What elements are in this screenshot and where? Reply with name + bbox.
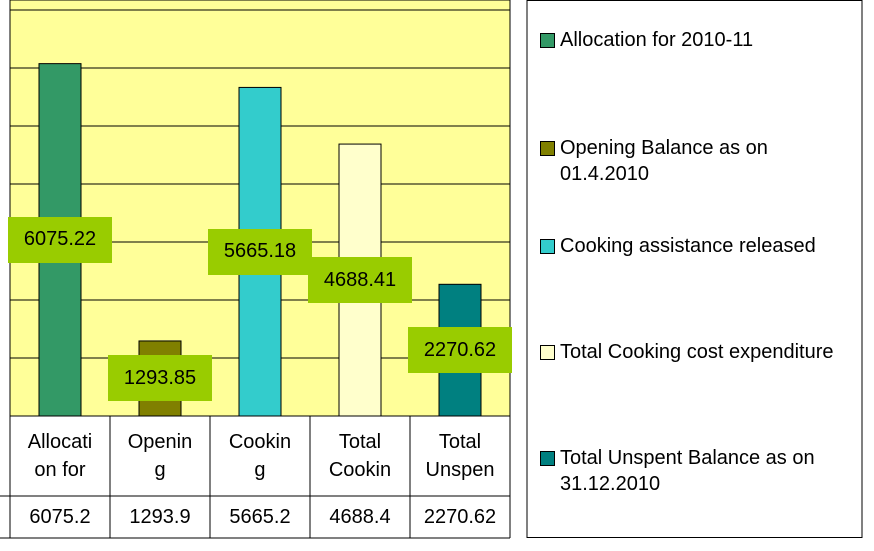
data-label: 1293.85 <box>108 355 212 402</box>
legend-label: Allocation for 2010-11 <box>560 29 754 51</box>
x-tick-label: Cookin g <box>228 431 292 481</box>
legend-label: Total Unspent Balance as on 31.12.2010 <box>560 447 815 495</box>
legend-label: Cooking assistance released <box>560 235 816 257</box>
table-value: 4688.4 <box>329 506 391 528</box>
legend-box <box>526 0 863 538</box>
table-value: 1293.9 <box>129 506 191 528</box>
data-label: 5665.18 <box>208 228 312 275</box>
legend-swatch <box>540 345 555 360</box>
legend-label: Opening Balance as on 01.4.2010 <box>560 137 768 185</box>
table-value: 5665.2 <box>229 506 291 528</box>
x-tick-label: Openin g <box>127 431 193 481</box>
x-tick-label: Allocati on for <box>27 431 93 481</box>
table-value: 2270.62 <box>423 506 497 528</box>
x-tick-label: Total Cookin <box>328 431 392 481</box>
legend-swatch <box>540 141 555 156</box>
legend-swatch <box>540 33 555 48</box>
table-value: 6075.2 <box>29 506 91 528</box>
legend-label: Total Cooking cost expenditure <box>560 341 834 363</box>
data-label: 4688.41 <box>308 257 412 304</box>
data-label: 6075.22 <box>8 216 112 263</box>
legend-swatch <box>540 239 555 254</box>
legend-swatch <box>540 451 555 466</box>
x-tick-label: Total Unspen <box>425 431 495 481</box>
data-label: 2270.62 <box>408 327 512 374</box>
